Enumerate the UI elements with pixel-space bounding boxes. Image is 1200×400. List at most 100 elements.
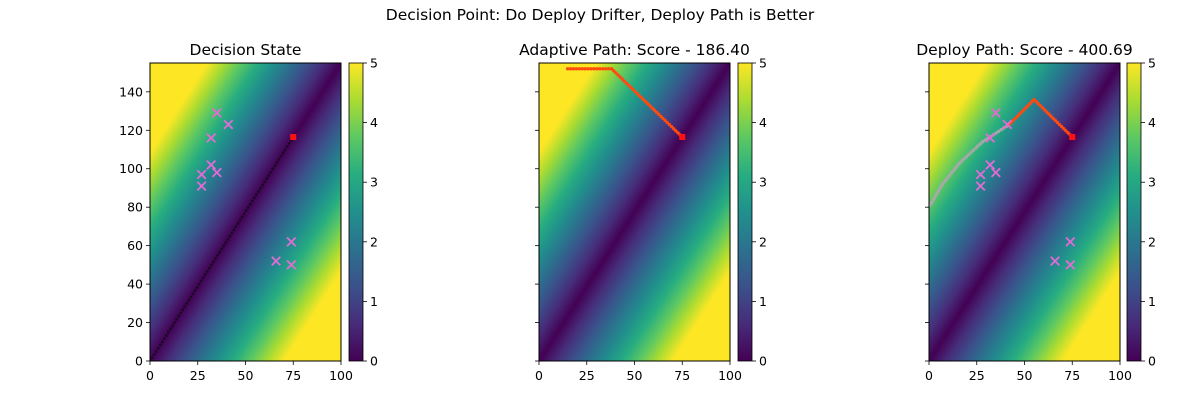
deploy-tail-point <box>994 131 998 135</box>
path-point <box>671 127 676 131</box>
diagonal-path-point <box>289 138 293 142</box>
diagonal-path-point <box>165 334 168 337</box>
diagonal-path-point <box>183 305 187 308</box>
x-tick-label: 50 <box>1017 368 1033 383</box>
path-point <box>609 67 614 71</box>
cross-marker <box>196 169 207 180</box>
path-point <box>577 67 582 71</box>
path-point <box>650 106 654 110</box>
path-point <box>633 89 637 94</box>
path-point <box>614 71 618 75</box>
path-point <box>644 100 648 104</box>
diagonal-path-point <box>154 350 158 353</box>
diagonal-path-point <box>248 202 252 206</box>
y-tick-label: 20 <box>127 315 143 330</box>
diagonal-path-point <box>236 222 240 225</box>
cross-marker <box>985 133 996 143</box>
path-point <box>1049 114 1053 118</box>
diagonal-path-point <box>218 250 221 254</box>
path-point <box>637 93 642 98</box>
x-tick-label: 50 <box>238 368 254 383</box>
diagonal-path-point <box>212 260 215 264</box>
diagonal-path-point <box>267 174 270 177</box>
start-marker <box>290 134 297 141</box>
diagonal-path-point <box>187 298 191 302</box>
cross-marker <box>990 167 1001 178</box>
path-point <box>1042 108 1047 112</box>
diagonal-path-point <box>228 234 232 238</box>
cross-marker <box>211 108 222 118</box>
path-point <box>598 67 602 71</box>
cross-marker <box>990 108 1001 118</box>
diagonal-path-point <box>179 311 182 315</box>
diagonal-path-point <box>220 247 223 251</box>
heatmap-field <box>539 63 730 361</box>
diagonal-path-point <box>195 286 199 289</box>
diagonal-path-point <box>271 167 275 171</box>
diagonal-path-point <box>251 199 254 203</box>
diagonal-path-point <box>208 266 211 270</box>
cross-marker <box>206 133 217 143</box>
diagonal-path-point <box>167 330 170 334</box>
diagonal-path-point <box>222 244 225 248</box>
path-point <box>592 67 596 71</box>
diagonal-path-point <box>150 356 154 360</box>
diagonal-path-point <box>216 254 219 257</box>
colorbar-gradient <box>348 62 364 362</box>
diagonal-path-point <box>230 231 234 235</box>
x-tick-label: 100 <box>718 368 742 383</box>
path-point <box>676 131 680 135</box>
colorbar-tick-label: 1 <box>370 294 378 309</box>
cross-marker <box>196 181 207 191</box>
path-point <box>580 67 584 71</box>
diagonal-path-point <box>273 164 277 168</box>
cross-marker <box>1065 259 1076 270</box>
x-tick-label: 50 <box>627 368 643 383</box>
path-point <box>656 112 661 116</box>
path-point <box>661 116 665 121</box>
diagonal-path-point <box>259 186 262 190</box>
cross-marker <box>211 167 222 178</box>
x-tick-label: 0 <box>535 368 543 383</box>
deploy-tail-point <box>971 148 976 153</box>
cross-marker <box>271 256 281 266</box>
colorbar: 0 1 2 3 4 5 <box>348 56 378 369</box>
diagonal-path-point <box>156 346 160 350</box>
colorbar: 0 1 2 3 4 5 <box>737 56 767 369</box>
colorbar-tick-label: 1 <box>1148 294 1156 309</box>
diagonal-path-point <box>191 292 195 296</box>
path-point <box>1057 122 1062 127</box>
start-marker <box>1069 134 1076 141</box>
path-point <box>589 67 593 71</box>
path-point <box>1013 116 1018 120</box>
path-point <box>1045 110 1049 114</box>
diagonal-path-point <box>193 289 197 292</box>
diagonal-path-point <box>281 151 285 155</box>
deploy-tail-point <box>964 154 969 159</box>
diagonal-path-point <box>242 212 246 216</box>
x-tick-label: 100 <box>329 368 353 383</box>
path-point <box>583 67 587 71</box>
x-tick-label: 75 <box>285 368 301 383</box>
path-point <box>595 67 599 71</box>
diagonal-path-point <box>244 209 248 212</box>
diagonal-path-point <box>214 257 217 260</box>
path-point <box>624 81 629 85</box>
deploy-tail-point <box>973 146 978 150</box>
path-point <box>1053 118 1057 123</box>
diagonal-path-point <box>199 279 203 283</box>
cross-marker <box>975 169 986 180</box>
diagonal-path-point <box>152 353 156 356</box>
diagonal-path-point <box>160 340 164 344</box>
subplot-2: Adaptive Path: Score - 186.400 25 50 75 1000… <box>519 41 767 383</box>
diagonal-path-point <box>265 177 268 180</box>
colorbar-tick-label: 5 <box>1148 56 1156 71</box>
heatmap-field <box>929 63 1120 361</box>
cross-marker <box>286 236 297 247</box>
diagonal-path-point <box>283 148 287 152</box>
cross-marker <box>223 119 234 130</box>
colorbar-tick-label: 3 <box>759 175 767 190</box>
